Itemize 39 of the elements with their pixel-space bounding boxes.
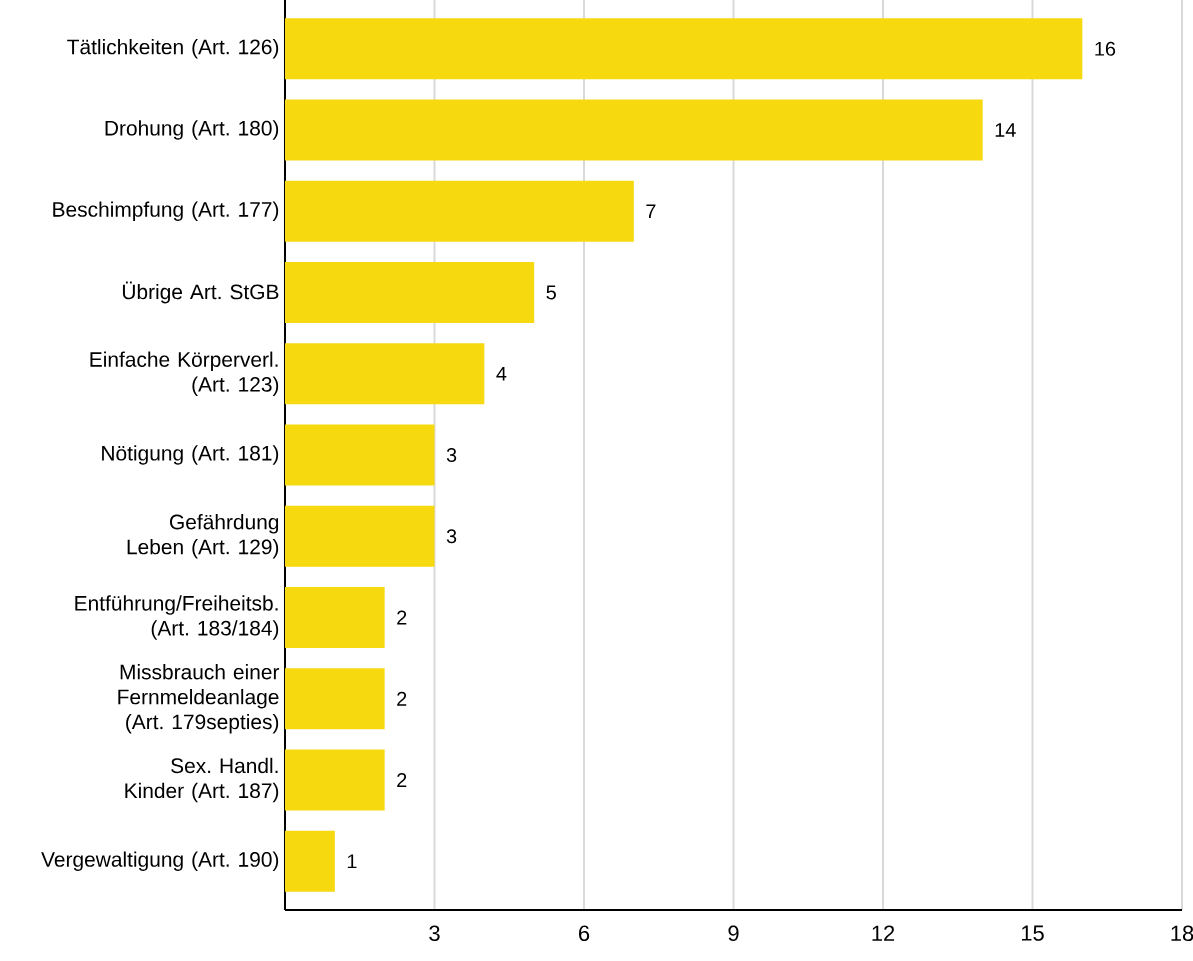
- bar: [285, 262, 535, 323]
- bar: [285, 343, 485, 405]
- data-label: 2: [397, 691, 407, 706]
- y-tick-label: Nötigung (Art. 181): [102, 445, 279, 465]
- y-tick-label: Entführung/Freiheitsb. (Art. 183/184): [75, 595, 279, 640]
- bar: [285, 180, 634, 242]
- data-label: 2: [397, 610, 407, 625]
- data-label: 7: [646, 204, 656, 219]
- bar: [285, 587, 385, 649]
- x-tick-label: 12: [872, 925, 895, 941]
- data-label: 14: [995, 123, 1016, 137]
- bar: [285, 505, 435, 567]
- bar: [285, 99, 983, 161]
- y-tick-label: Drohung (Art. 180): [105, 120, 279, 140]
- data-label: 2: [397, 773, 407, 787]
- y-tick-label: Einfache Körperverl. (Art. 123): [90, 351, 279, 396]
- bar: [285, 18, 1083, 80]
- bar: [285, 668, 385, 730]
- data-label: 16: [1095, 41, 1116, 56]
- y-tick-label: Tätlichkeiten (Art. 126): [67, 39, 279, 59]
- bar: [285, 749, 385, 811]
- y-tick-label: Vergewaltigung (Art. 190): [41, 851, 279, 872]
- data-label: 1: [347, 854, 357, 869]
- data-label: 4: [496, 366, 507, 381]
- x-tick-label: 3: [429, 925, 440, 942]
- y-tick-label: Missbrauch einer Fernmeldeanlage (Art. 179septies): [118, 664, 280, 734]
- x-tick-label: 15: [1021, 925, 1044, 941]
- y-tick-label: Gefährdung Leben (Art. 129): [127, 514, 279, 559]
- bar: [285, 424, 435, 486]
- data-label: 3: [446, 447, 457, 463]
- y-tick-label: Übrige Art. StGB: [122, 281, 279, 304]
- x-tick-label: 9: [728, 925, 739, 942]
- data-label: 5: [546, 285, 556, 300]
- y-tick-label: Beschimpfung (Art. 177): [53, 201, 279, 222]
- y-tick-label: Sex. Handl. Kinder (Art. 187): [125, 757, 279, 803]
- bar: [285, 830, 335, 892]
- data-label: 3: [446, 529, 457, 544]
- x-tick-label: 6: [579, 925, 590, 942]
- x-tick-label: 18: [1171, 925, 1193, 942]
